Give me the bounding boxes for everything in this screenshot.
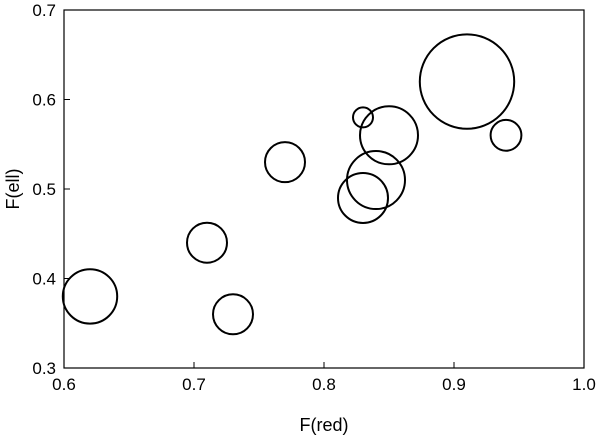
x-axis-label: F(red) (300, 415, 349, 435)
y-axis-label: F(ell) (3, 169, 23, 210)
x-tick-label: 0.6 (52, 375, 76, 394)
data-point (359, 105, 419, 166)
x-axis-ticks: 0.6 0.7 0.8 0.9 1.0 (52, 362, 596, 394)
y-axis-ticks: 0.3 0.4 0.5 0.6 0.7 (32, 1, 70, 378)
x-tick-label: 0.8 (312, 375, 336, 394)
data-point (352, 106, 374, 129)
y-tick-label: 0.3 (32, 359, 56, 378)
data-points (61, 33, 523, 336)
y-tick-label: 0.7 (32, 1, 56, 20)
plot-frame (63, 9, 585, 369)
data-point (264, 141, 306, 184)
data-point (337, 171, 389, 224)
data-point (186, 221, 228, 264)
y-tick-label: 0.5 (32, 180, 56, 199)
data-point (418, 33, 516, 130)
x-tick-label: 0.9 (442, 375, 466, 394)
data-point (346, 150, 406, 211)
x-tick-label: 0.7 (182, 375, 206, 394)
data-point (212, 293, 254, 336)
data-point (61, 268, 119, 325)
x-tick-label: 1.0 (572, 375, 596, 394)
y-tick-label: 0.4 (32, 270, 56, 289)
data-point (489, 118, 523, 152)
y-tick-label: 0.6 (32, 91, 56, 110)
